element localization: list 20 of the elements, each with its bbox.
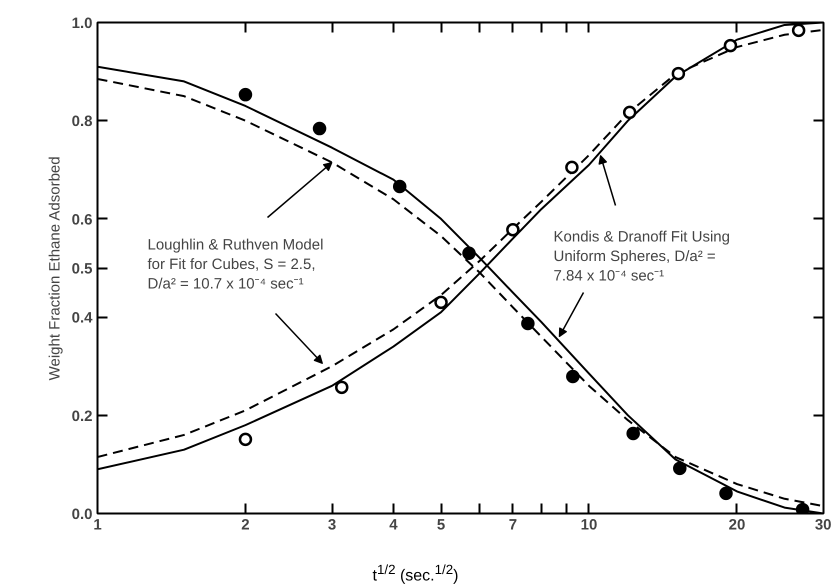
- x-tick-label: 30: [814, 516, 831, 534]
- x-tick-label: 1: [93, 516, 102, 534]
- x-tick-label: 20: [728, 516, 746, 534]
- x-tick-label: 10: [580, 516, 598, 534]
- x-tick-label: 7: [508, 516, 518, 534]
- annotation: Loughlin & Ruthven Model for Fit for Cubes, S = 2.5, D/a² = 10.7 x 10⁻⁴ sec⁻¹: [148, 236, 324, 293]
- y-tick-label: 0.6: [72, 211, 93, 228]
- y-tick-label: 0.4: [72, 310, 94, 327]
- y-tick-label: 0.5: [72, 260, 93, 278]
- y-tick-label: 0.8: [72, 113, 93, 130]
- annotation: Kondis & Dranoff Fit Using Uniform Spheres, D/a² = 7.84 x 10⁻⁴ sec⁻¹: [554, 228, 730, 285]
- x-tick-label: 3: [328, 516, 336, 534]
- y-axis-title: Weight Fraction Ethane Adsorbed: [46, 156, 64, 380]
- x-tick-label: 4: [389, 516, 398, 534]
- y-tick-label: 0.2: [72, 408, 93, 425]
- x-axis-title: t$^{1/2}$ (sec.$^{1/2}$): [372, 561, 458, 586]
- y-tick-label: 1.0: [72, 15, 93, 32]
- x-tick-label: 5: [436, 516, 446, 534]
- x-tick-label: 2: [241, 516, 250, 534]
- y-tick-label: 0.0: [72, 506, 93, 523]
